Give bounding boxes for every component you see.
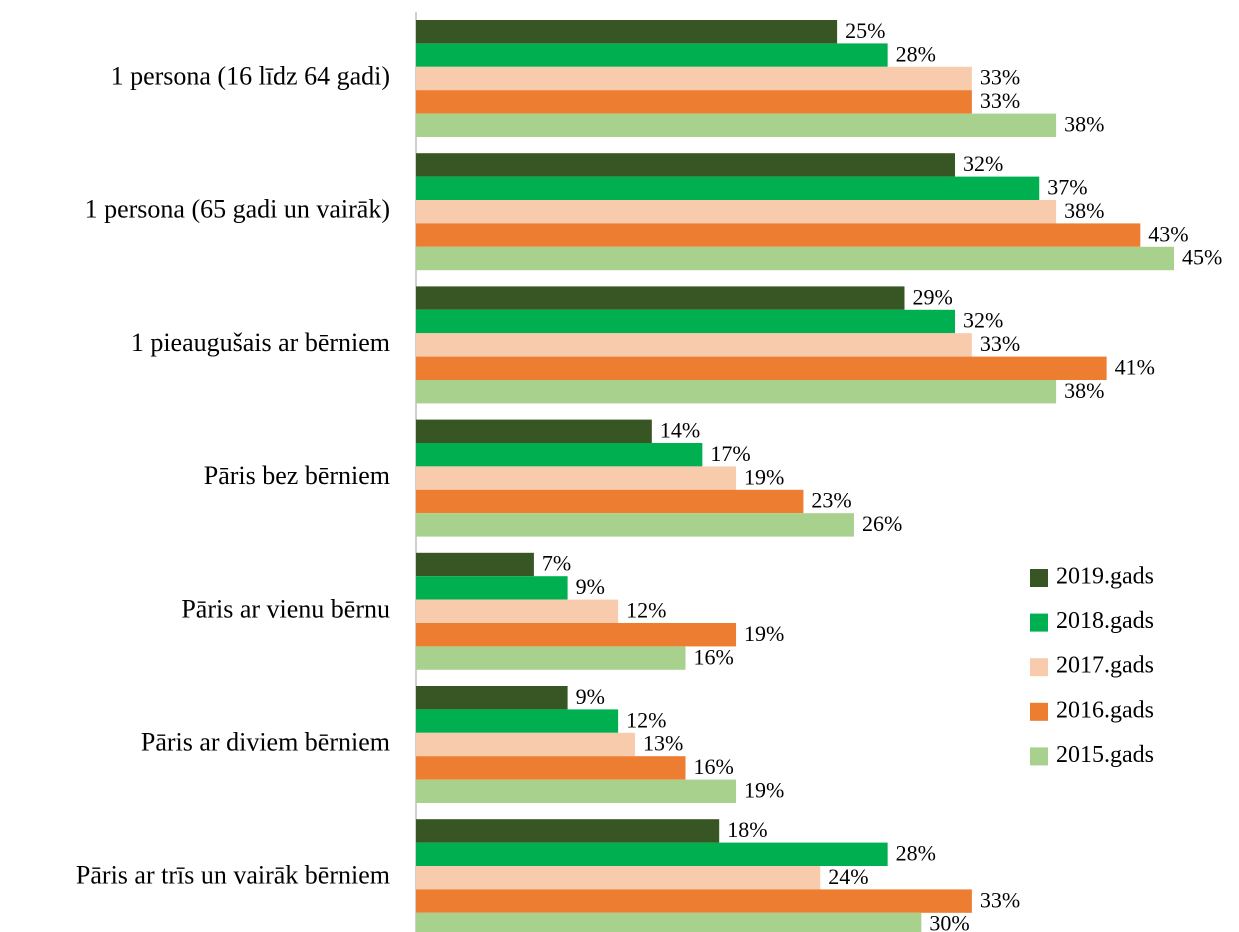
category-label: Pāris bez bērniem <box>204 461 390 490</box>
bar <box>416 623 737 647</box>
bar <box>416 443 703 467</box>
data-label: 33% <box>980 887 1020 912</box>
data-label: 32% <box>963 308 1003 333</box>
data-label: 12% <box>626 598 666 623</box>
data-label: 45% <box>1182 245 1222 270</box>
bar <box>416 646 686 670</box>
bar <box>416 599 619 623</box>
legend-swatch <box>1030 613 1048 632</box>
legend-label: 2015.gads <box>1056 742 1154 768</box>
bar <box>416 113 1057 137</box>
legend-label: 2018.gads <box>1056 608 1154 634</box>
data-label: 19% <box>744 778 784 803</box>
data-label: 25% <box>845 18 885 43</box>
category-label: 1 pieaugušais ar bērniem <box>131 328 390 357</box>
data-label: 9% <box>576 574 605 599</box>
bar <box>416 866 821 890</box>
data-label: 19% <box>744 464 784 489</box>
bar <box>416 153 956 177</box>
data-label: 28% <box>896 41 936 66</box>
legend-label: 2016.gads <box>1056 697 1154 723</box>
data-label: 7% <box>542 551 571 576</box>
data-label: 38% <box>1064 198 1104 223</box>
data-label: 29% <box>912 284 952 309</box>
category-label: 1 persona (65 gadi un vairāk) <box>85 195 390 224</box>
bar <box>416 333 972 357</box>
bar <box>416 732 635 757</box>
bar <box>416 66 972 91</box>
bar <box>416 356 1107 380</box>
legend-swatch <box>1030 747 1048 766</box>
data-label: 17% <box>710 441 750 466</box>
bar <box>416 90 972 114</box>
data-label: 33% <box>980 331 1020 356</box>
data-label: 12% <box>626 707 666 732</box>
bar <box>416 246 1174 271</box>
bar <box>416 819 720 843</box>
bar <box>416 286 905 310</box>
data-label: 9% <box>576 684 605 709</box>
bar <box>416 380 1057 404</box>
category-label: Pāris ar vienu bērnu <box>181 594 390 623</box>
legend-swatch <box>1030 569 1048 587</box>
data-label: 37% <box>1047 175 1087 200</box>
bar <box>416 552 534 577</box>
data-label: 26% <box>862 511 902 536</box>
data-label: 32% <box>963 151 1003 176</box>
bar <box>416 889 972 913</box>
legend-label: 2019.gads <box>1056 564 1154 590</box>
bar <box>416 223 1141 247</box>
bar <box>416 489 804 514</box>
bar <box>416 709 619 733</box>
data-label: 16% <box>694 754 734 779</box>
data-label: 33% <box>980 65 1020 90</box>
legend-swatch <box>1030 702 1048 721</box>
data-label: 19% <box>744 621 784 646</box>
bar <box>416 513 854 537</box>
bar <box>416 43 888 67</box>
bar <box>416 912 922 932</box>
bar <box>416 419 652 443</box>
bar <box>416 686 568 710</box>
bar <box>416 842 888 866</box>
data-label: 28% <box>896 841 936 866</box>
bar <box>416 576 568 600</box>
data-label: 18% <box>727 817 767 842</box>
category-label: Pāris ar trīs un vairāk bērniem <box>76 861 390 890</box>
bar <box>416 200 1057 224</box>
bar <box>416 466 737 490</box>
bar <box>416 20 838 44</box>
data-label: 23% <box>811 488 851 513</box>
bar <box>416 309 956 334</box>
data-label: 13% <box>643 731 683 756</box>
category-label: Pāris ar diviem bērniem <box>141 727 390 756</box>
data-label: 16% <box>694 644 734 669</box>
bar <box>416 176 1040 200</box>
bar <box>416 779 737 803</box>
data-label: 30% <box>929 911 969 932</box>
data-label: 38% <box>1064 112 1104 137</box>
data-label: 38% <box>1064 378 1104 403</box>
data-label: 24% <box>828 864 868 889</box>
legend-label: 2017.gads <box>1056 653 1154 679</box>
data-label: 33% <box>980 88 1020 113</box>
data-label: 14% <box>660 418 700 443</box>
data-label: 43% <box>1148 221 1188 246</box>
data-label: 41% <box>1115 355 1155 380</box>
bar <box>416 756 686 780</box>
legend-swatch <box>1030 658 1048 677</box>
category-label: 1 persona (16 līdz 64 gadi) <box>111 61 390 90</box>
